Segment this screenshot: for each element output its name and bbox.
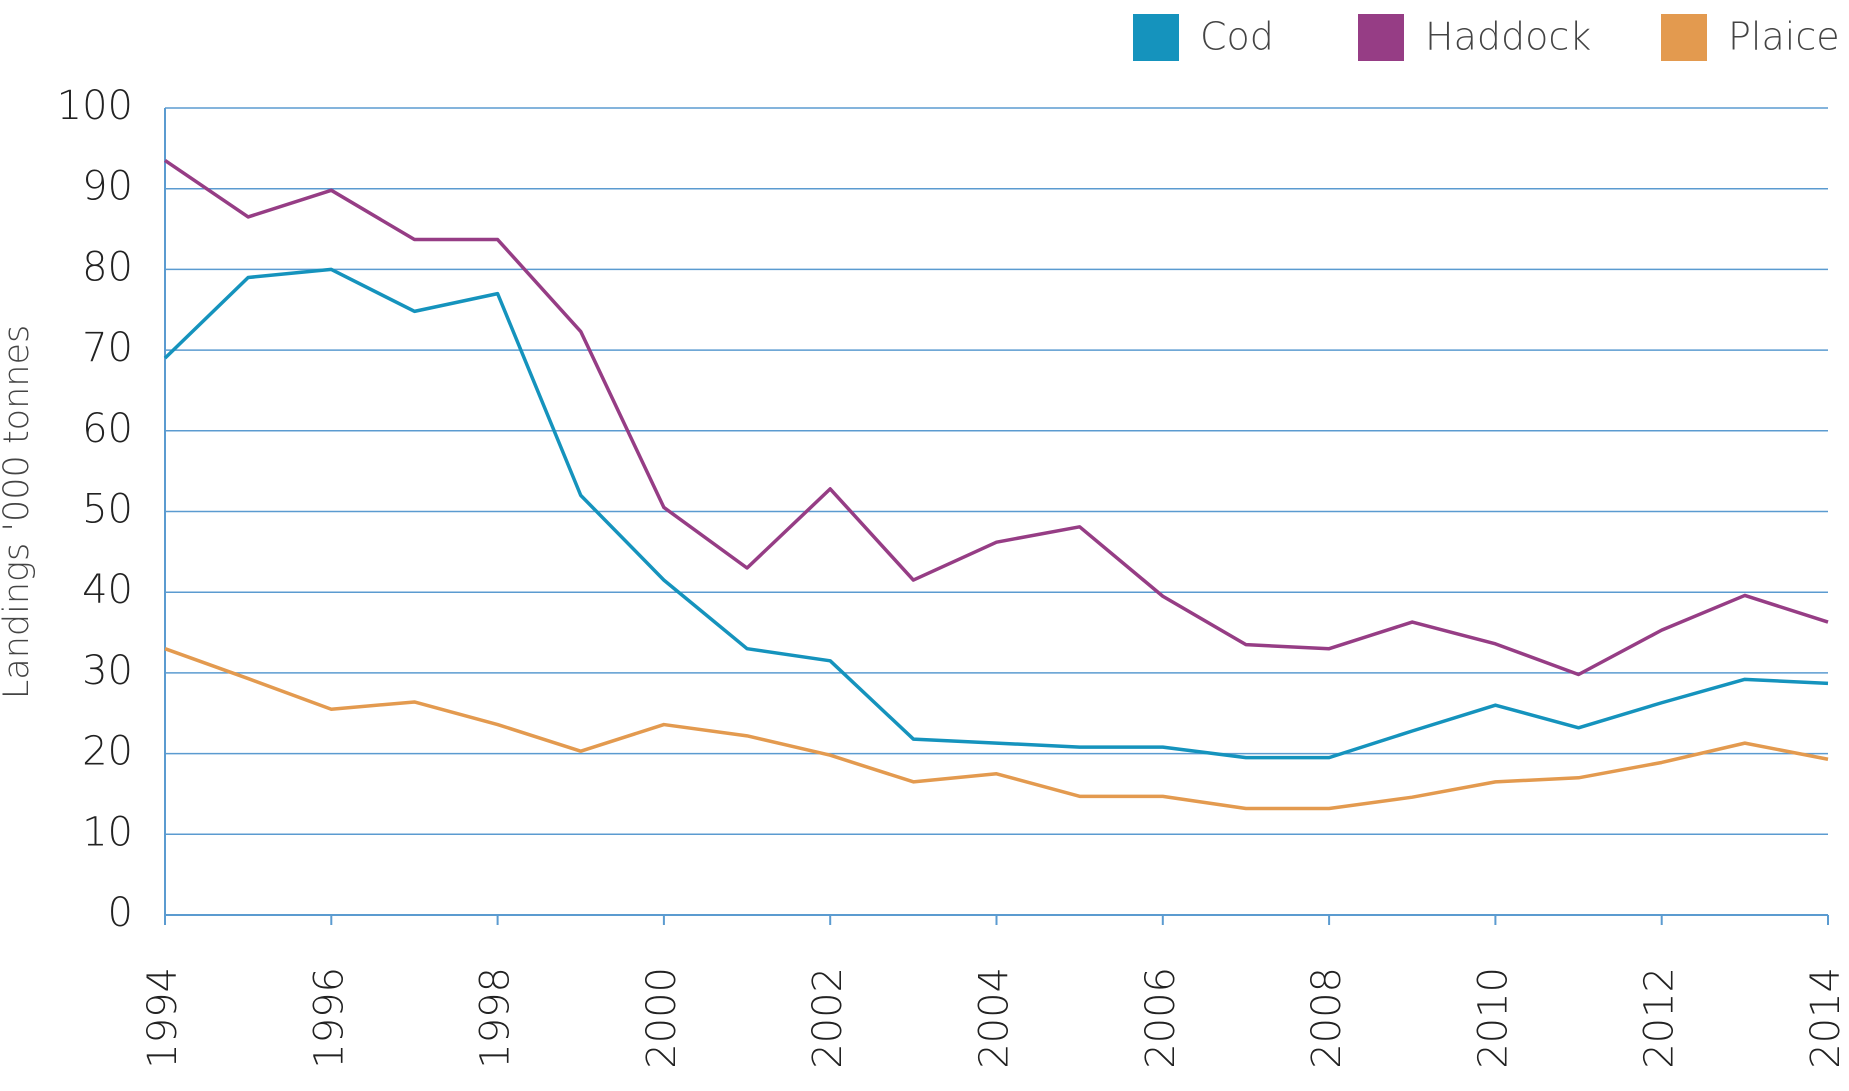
x-tick-label: 2010 <box>1470 967 1516 1069</box>
x-tick-label: 2014 <box>1803 967 1849 1069</box>
legend-label: Plaice <box>1728 15 1840 59</box>
x-tick-label: 2000 <box>639 967 685 1069</box>
x-tick-label: 2006 <box>1138 967 1184 1069</box>
y-axis-title: Landings '000 tonnes <box>0 325 37 699</box>
y-tick-label: 100 <box>57 83 133 129</box>
legend-swatch <box>1358 14 1404 61</box>
y-tick-label: 20 <box>82 729 133 775</box>
x-tick-label: 2004 <box>972 967 1018 1069</box>
series-line <box>164 647 1829 811</box>
y-tick-label: 30 <box>82 648 133 694</box>
x-tick-label: 1996 <box>306 967 352 1069</box>
series-line <box>163 267 1829 760</box>
legend-label: Haddock <box>1425 15 1591 59</box>
legend-swatch <box>1661 14 1707 61</box>
legend-label: Cod <box>1200 15 1274 59</box>
y-tick-label: 60 <box>82 406 133 452</box>
x-tick-label: 2012 <box>1637 967 1683 1069</box>
legend-swatch <box>1133 14 1179 61</box>
y-tick-label: 40 <box>82 567 133 613</box>
y-tick-label: 90 <box>82 164 133 210</box>
y-tick-label: 0 <box>108 890 133 936</box>
y-tick-label: 70 <box>82 325 133 371</box>
x-tick-label: 2002 <box>805 967 851 1069</box>
y-tick-label: 50 <box>82 487 133 533</box>
y-tick-label: 10 <box>82 809 133 855</box>
x-tick-label: 1994 <box>140 967 186 1069</box>
series-line <box>164 159 1829 677</box>
y-tick-label: 80 <box>82 244 133 290</box>
x-tick-label: 2008 <box>1304 967 1350 1069</box>
x-tick-label: 1998 <box>473 967 519 1069</box>
